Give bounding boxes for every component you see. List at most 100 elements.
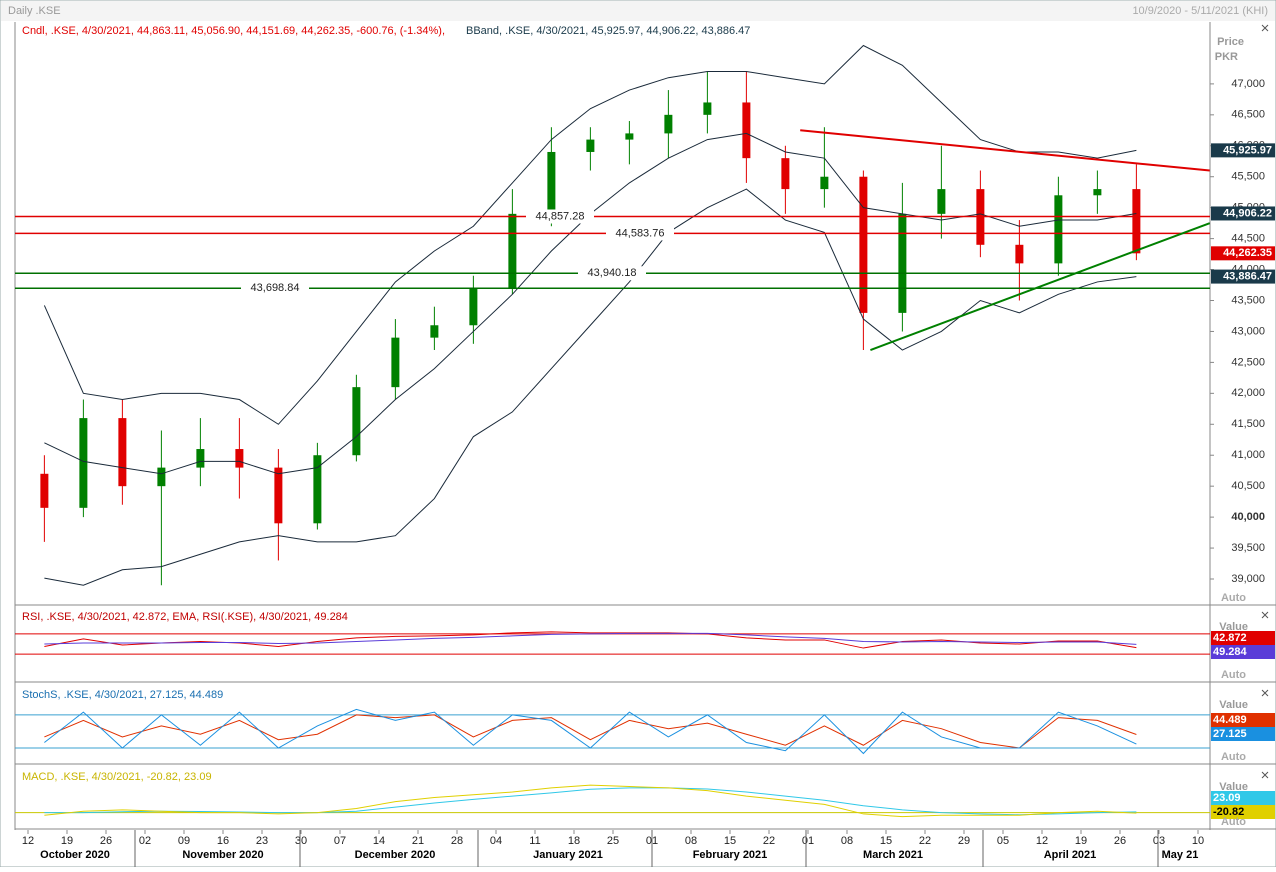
x-tick-label: 14: [373, 835, 385, 847]
panel-header: Value: [1219, 781, 1248, 793]
candle-body: [625, 133, 634, 140]
candle-body: [547, 151, 556, 214]
panel-header: Value: [1219, 621, 1248, 633]
candle-body: [508, 213, 517, 289]
y-tick-label: 42,500: [1231, 356, 1265, 368]
candle-body: [313, 455, 322, 524]
candle-body: [937, 189, 946, 214]
auto-button[interactable]: Auto: [1221, 816, 1246, 828]
candle-body: [79, 418, 88, 508]
y-tick-label: 39,000: [1231, 573, 1265, 585]
axis-title: Price: [1217, 36, 1244, 48]
month-label: December 2020: [355, 849, 436, 861]
x-tick-label: 09: [178, 835, 190, 847]
x-tick-label: 15: [724, 835, 736, 847]
x-tick-label: 15: [880, 835, 892, 847]
indicator-line: [44, 708, 1137, 755]
x-tick-label: 22: [919, 835, 931, 847]
auto-button[interactable]: Auto: [1221, 592, 1246, 604]
value-label: 49.284: [1213, 646, 1248, 658]
x-tick-label: 21: [412, 835, 424, 847]
y-tick-label: 43,500: [1231, 294, 1265, 306]
panel-legend: RSI, .KSE, 4/30/2021, 42.872, EMA, RSI(.…: [22, 611, 348, 623]
y-tick-label: 40,500: [1231, 480, 1265, 492]
band-line: [43, 44, 1137, 425]
hline-label-bg: [241, 281, 309, 296]
price-label: 44,262.35: [1223, 247, 1272, 259]
x-tick-label: 12: [1036, 835, 1048, 847]
x-tick-label: 25: [607, 835, 619, 847]
y-tick-label: 44,500: [1231, 233, 1265, 245]
date-range: 10/9/2020 - 5/11/2021 (KHI): [1132, 5, 1268, 17]
x-tick-label: 19: [1075, 835, 1087, 847]
hline-label: 44,857.28: [536, 210, 585, 222]
chart-title: Daily .KSE: [8, 5, 61, 17]
candle-body: [1015, 244, 1024, 264]
value-label-bg: [1211, 791, 1275, 805]
x-tick-label: 07: [334, 835, 346, 847]
month-label: May 21: [1162, 849, 1199, 861]
candle-body: [235, 449, 244, 468]
trend-line: [800, 129, 1210, 172]
x-tick-label: 08: [841, 835, 853, 847]
indicator-line: [44, 632, 1137, 645]
y-tick-label: 40,000: [1231, 511, 1265, 523]
month-label: January 2021: [533, 849, 603, 861]
price-label-bg: [1211, 246, 1275, 261]
candle-body: [1054, 195, 1063, 264]
auto-button[interactable]: Auto: [1221, 751, 1246, 763]
indicator-line: [44, 784, 1137, 818]
x-tick-label: 01: [802, 835, 814, 847]
x-tick-label: 11: [529, 835, 540, 847]
month-label: February 2021: [693, 849, 768, 861]
indicator-line: [44, 714, 1137, 749]
close-icon[interactable]: [1261, 24, 1269, 779]
hline-label-bg: [606, 226, 674, 241]
candle-body: [118, 418, 127, 487]
price-label: 44,906.22: [1223, 207, 1272, 219]
y-tick-label: 41,500: [1231, 418, 1265, 430]
value-label: -20.82: [1213, 806, 1244, 818]
month-label: October 2020: [40, 849, 110, 861]
x-tick-label: 28: [451, 835, 463, 847]
candle-body: [898, 213, 907, 313]
x-tick-label: 03: [1153, 835, 1165, 847]
price-label-bg: [1211, 269, 1275, 284]
panel-legend: MACD, .KSE, 4/30/2021, -20.82, 23.09: [22, 771, 212, 783]
axis-unit: PKR: [1215, 51, 1238, 63]
header-bar: [1, 1, 1275, 21]
x-tick-label: 10: [1192, 835, 1204, 847]
x-tick-label: 30: [295, 835, 307, 847]
value-label: 23.09: [1213, 792, 1241, 804]
x-tick-label: 08: [685, 835, 697, 847]
hline-label-bg: [578, 266, 646, 281]
value-label: 42.872: [1213, 632, 1247, 644]
candle-body: [196, 449, 205, 468]
band-line: [44, 188, 1137, 586]
y-tick-label: 45,500: [1231, 171, 1265, 183]
value-label-bg: [1211, 713, 1275, 727]
candle-body: [1132, 189, 1141, 254]
hline-label: 43,940.18: [588, 267, 637, 279]
x-tick-label: 22: [763, 835, 775, 847]
x-tick-label: 05: [997, 835, 1009, 847]
hline-label: 43,698.84: [251, 282, 300, 294]
price-label-bg: [1211, 143, 1275, 158]
x-tick-label: 23: [256, 835, 268, 847]
candle-body: [430, 325, 439, 338]
y-tick-label: 43,000: [1231, 325, 1265, 337]
x-tick-label: 02: [139, 835, 151, 847]
indicator-line: [44, 787, 1137, 816]
month-label: November 2020: [182, 849, 263, 861]
y-tick-label: 41,000: [1231, 449, 1265, 461]
auto-button[interactable]: Auto: [1221, 669, 1246, 681]
price-label: 43,886.47: [1223, 270, 1272, 282]
panel-header: Value: [1219, 699, 1248, 711]
candle-body: [703, 102, 712, 115]
candle-body: [352, 387, 361, 456]
legend-candle: Cndl, .KSE, 4/30/2021, 44,863.11, 45,056…: [22, 25, 445, 37]
value-label: 27.125: [1213, 728, 1247, 740]
price-label-bg: [1211, 206, 1275, 221]
